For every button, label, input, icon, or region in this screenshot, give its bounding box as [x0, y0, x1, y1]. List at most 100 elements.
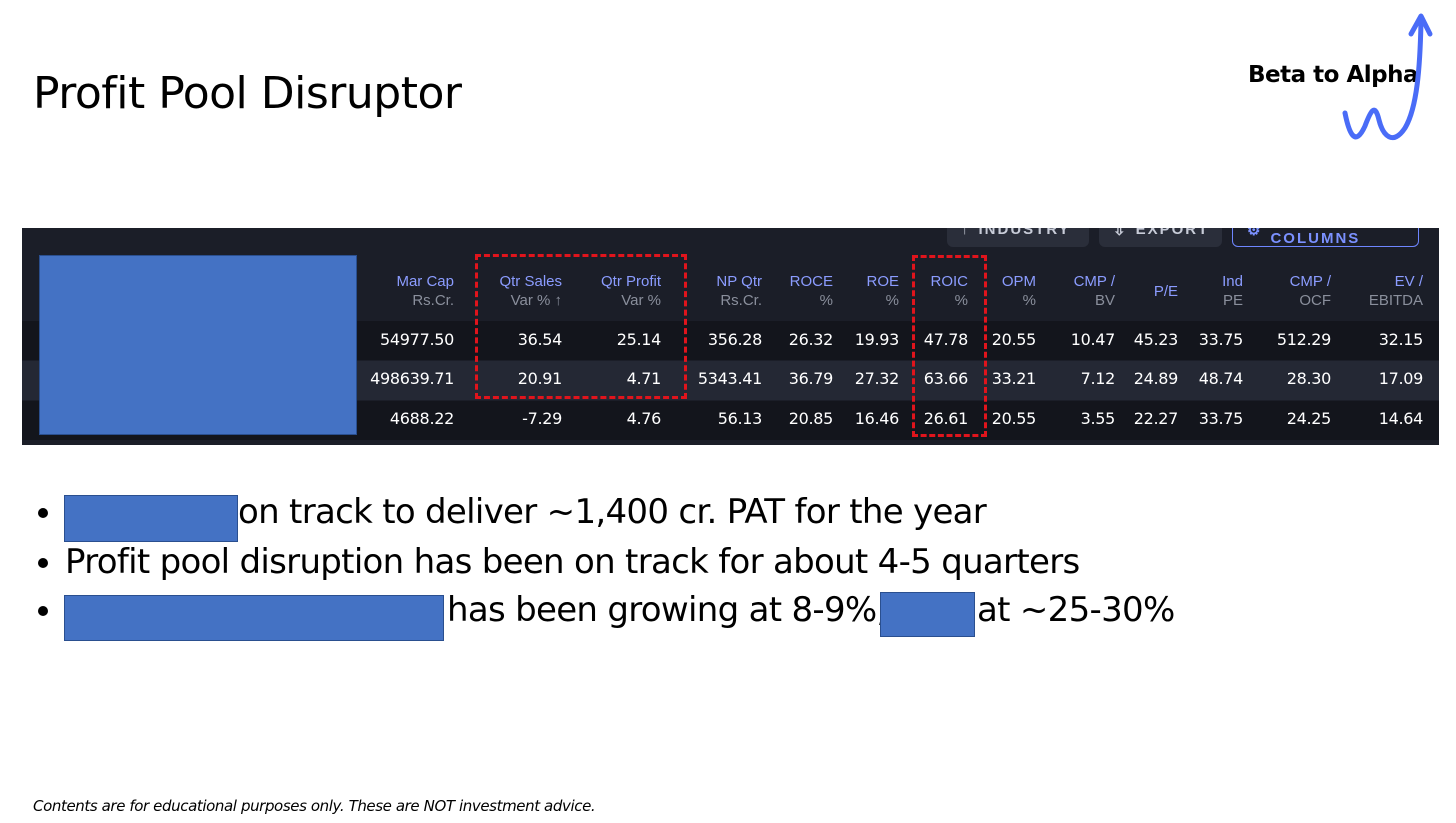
column-header[interactable]: Qtr Profit Var %: [601, 272, 661, 310]
table-cell: 45.23: [1133, 330, 1179, 349]
column-header-label: Ind: [1222, 273, 1243, 290]
bullet-text: at ~25-30%: [977, 590, 1175, 630]
column-header[interactable]: Qtr Sales Var % ↑: [499, 272, 562, 310]
table-cell: 19.93: [854, 330, 900, 349]
bullet-text: has been growing at 8-9%,: [447, 590, 887, 630]
table-cell: 32.15: [1378, 330, 1424, 349]
column-header-label: EV /: [1394, 273, 1423, 290]
industry-icon: ↑: [961, 228, 971, 238]
column-header-unit: Var % ↑: [510, 292, 562, 309]
column-header-label: Qtr Profit: [600, 273, 661, 290]
brand-label: Beta to Alpha: [1248, 62, 1419, 88]
edit-columns-button[interactable]: ⚙ EDIT COLUMNS: [1232, 228, 1419, 247]
table-cell: 20.85: [788, 409, 834, 428]
column-header-label: P/E: [1153, 283, 1178, 300]
table-cell: 54977.50: [380, 330, 454, 349]
export-label: EXPORT: [1135, 228, 1210, 238]
table-cell: 33.75: [1198, 409, 1244, 428]
column-header[interactable]: ROCE%: [790, 272, 833, 310]
table-cell: 14.64: [1378, 409, 1424, 428]
table-cell: 4688.22: [389, 409, 454, 428]
table-cell: 10.47: [1070, 330, 1116, 349]
table-cell: 512.29: [1276, 330, 1331, 349]
table-cell: 56.13: [717, 409, 763, 428]
table-cell: 33.21: [991, 369, 1037, 388]
table-cell: 26.32: [788, 330, 834, 349]
table-cell: 33.75: [1198, 330, 1244, 349]
table-cell: 4.76: [626, 409, 662, 428]
table-cell: 498639.71: [370, 369, 454, 388]
column-header[interactable]: EV / EBITDA: [1369, 272, 1423, 310]
table-cell: 28.30: [1286, 369, 1332, 388]
table-cell: 4.71: [626, 369, 662, 388]
table-cell: 17.09: [1378, 369, 1424, 388]
industry-label: INDUSTRY: [978, 228, 1071, 238]
bullet-dot: [38, 508, 48, 518]
column-header-label: OPM: [1001, 273, 1036, 290]
column-header-unit: Rs.Cr.: [720, 292, 762, 309]
column-header-label: ROIC: [930, 273, 969, 290]
column-header-label: NP Qtr: [716, 273, 762, 290]
disclaimer: Contents are for educational purposes on…: [33, 797, 596, 815]
highlight-box-qtr-var: [475, 254, 687, 399]
table-cell: 48.74: [1198, 369, 1244, 388]
column-header-label: Mar Cap: [396, 273, 454, 290]
column-header-label: ROCE: [789, 273, 833, 290]
column-header[interactable]: CMP / BV: [1074, 272, 1115, 310]
column-header[interactable]: Mar Cap Rs.Cr.: [396, 272, 454, 310]
column-header-unit: OCF: [1299, 292, 1331, 309]
column-header[interactable]: Ind PE: [1222, 272, 1243, 310]
export-icon: ⇩: [1113, 228, 1128, 239]
table-cell: 25.14: [616, 330, 662, 349]
column-header-unit: PE: [1222, 292, 1243, 309]
bullet-dot: [38, 606, 48, 616]
column-header-label: CMP /: [1289, 273, 1331, 290]
column-header-unit: %: [1022, 292, 1036, 309]
table-cell: 24.25: [1286, 409, 1332, 428]
column-header-unit: %: [954, 292, 968, 309]
table-cell: 3.55: [1080, 409, 1116, 428]
redacted-company-names: [39, 255, 357, 435]
table-cell: 5343.41: [697, 369, 762, 388]
slide-title: Profit Pool Disruptor: [33, 68, 462, 119]
table-cell: 22.27: [1133, 409, 1179, 428]
screener-panel: ↑ INDUSTRY ⇩ EXPORT ⚙ EDIT COLUMNS Mar C…: [22, 228, 1439, 445]
column-header-unit: %: [885, 292, 899, 309]
industry-button[interactable]: ↑ INDUSTRY: [947, 228, 1089, 247]
table-cell: 36.54: [517, 330, 563, 349]
table-cell: -7.29: [522, 409, 562, 428]
column-header[interactable]: ROIC%: [931, 272, 969, 310]
redacted-text: [64, 595, 444, 641]
redacted-text: [880, 592, 975, 637]
column-header[interactable]: NP Qtr Rs.Cr.: [716, 272, 762, 310]
export-button[interactable]: ⇩ EXPORT: [1099, 228, 1222, 247]
column-header-label: Qtr Sales: [499, 273, 562, 290]
table-cell: 47.78: [923, 330, 969, 349]
column-header-label: CMP /: [1073, 273, 1115, 290]
bullet-text: Profit pool disruption has been on track…: [65, 542, 1080, 582]
table-cell: 36.79: [788, 369, 834, 388]
column-header-unit: BV: [1094, 292, 1115, 309]
column-header-unit: Rs.Cr.: [412, 292, 454, 309]
table-cell: 24.89: [1133, 369, 1179, 388]
column-header-unit: %: [819, 292, 833, 309]
column-header[interactable]: CMP / OCF: [1290, 272, 1331, 310]
column-header[interactable]: ROE%: [866, 272, 899, 310]
table-cell: 7.12: [1080, 369, 1116, 388]
bullet-dot: [38, 558, 48, 568]
edit-columns-label: EDIT COLUMNS: [1270, 228, 1361, 247]
bullet-text: on track to deliver ~1,400 cr. PAT for t…: [238, 492, 987, 532]
column-header-label: ROE: [866, 273, 899, 290]
table-cell: 20.55: [991, 409, 1037, 428]
highlight-box-roic: [912, 255, 987, 437]
column-header-unit: EBITDA: [1368, 292, 1423, 309]
table-cell: 26.61: [923, 409, 969, 428]
table-cell: 63.66: [923, 369, 969, 388]
column-header[interactable]: P/E: [1154, 282, 1178, 301]
table-cell: 27.32: [854, 369, 900, 388]
table-cell: 356.28: [707, 330, 762, 349]
table-cell: 20.91: [517, 369, 563, 388]
redacted-text: [64, 495, 238, 542]
column-header[interactable]: OPM%: [1002, 272, 1036, 310]
table-cell: 16.46: [854, 409, 900, 428]
